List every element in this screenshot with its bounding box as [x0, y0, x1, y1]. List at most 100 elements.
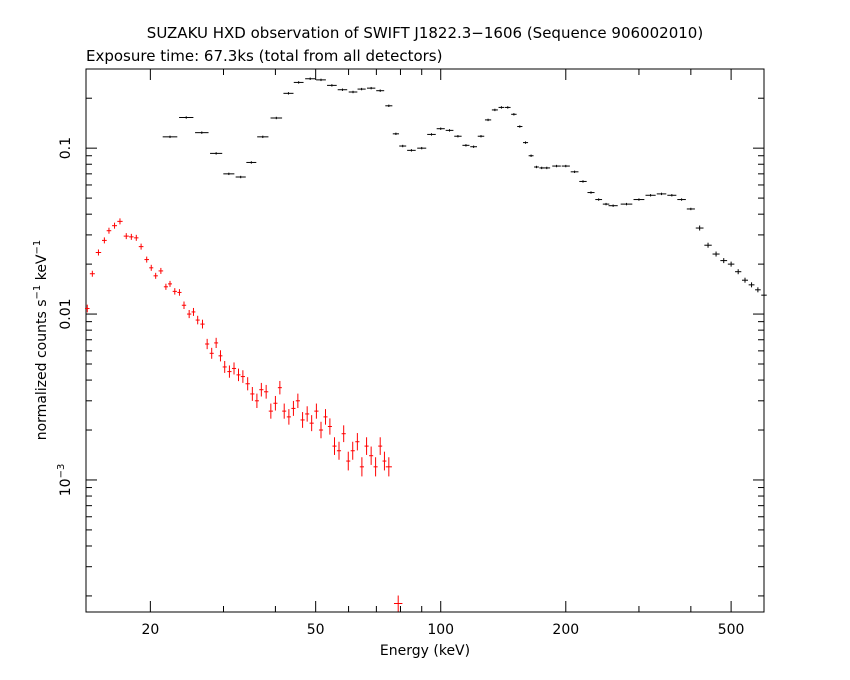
data-point — [250, 386, 255, 401]
y-tick-label-exp: −3 — [56, 464, 67, 479]
data-point — [323, 409, 328, 425]
data-point — [337, 88, 348, 91]
data-point — [346, 451, 351, 471]
data-point — [357, 87, 366, 91]
data-point — [704, 242, 712, 248]
data-point — [741, 277, 748, 283]
x-axis-label: Energy (keV) — [380, 643, 470, 659]
data-point — [259, 382, 264, 397]
y-tick-label-base: 10 — [58, 478, 74, 496]
data-point — [177, 289, 182, 296]
data-point — [539, 166, 545, 170]
data-point — [376, 89, 385, 92]
chart-subtitle: Exposure time: 67.3ks (total from all de… — [86, 47, 442, 65]
data-point — [106, 227, 112, 234]
data-point — [257, 135, 269, 139]
data-point — [561, 164, 570, 168]
data-point — [454, 135, 462, 138]
data-point — [378, 437, 383, 455]
data-point — [264, 384, 269, 399]
series-1 — [85, 218, 403, 612]
data-point — [755, 287, 761, 293]
data-point — [570, 170, 579, 174]
data-point — [399, 144, 407, 148]
data-point — [227, 365, 232, 378]
data-point — [427, 133, 436, 136]
data-point — [282, 403, 287, 419]
data-point — [283, 92, 294, 95]
data-point — [277, 380, 282, 395]
data-series — [85, 77, 767, 612]
data-point — [364, 437, 369, 455]
data-point — [163, 283, 168, 290]
data-point — [314, 403, 319, 419]
data-point — [101, 237, 107, 244]
data-point — [498, 106, 505, 109]
data-point — [254, 393, 259, 408]
data-point — [89, 270, 95, 277]
axis-ticks — [86, 69, 765, 612]
data-point — [332, 437, 337, 455]
data-point — [382, 451, 387, 471]
plot-frame — [85, 68, 765, 613]
data-point — [608, 204, 618, 207]
data-point — [209, 347, 214, 359]
data-point — [270, 116, 283, 120]
data-point — [246, 161, 257, 164]
data-point — [359, 457, 364, 477]
data-point — [191, 307, 196, 316]
y-axis-label-exp1: −1 — [32, 285, 43, 300]
data-point — [528, 154, 534, 157]
data-point — [162, 135, 178, 139]
data-point — [667, 194, 677, 197]
data-point — [293, 81, 304, 84]
data-point — [205, 338, 210, 350]
data-point — [231, 362, 237, 375]
data-point — [602, 202, 610, 206]
data-point — [522, 141, 529, 144]
data-point — [445, 129, 454, 132]
data-point — [695, 225, 704, 231]
data-point — [552, 164, 561, 168]
data-point — [172, 288, 177, 295]
data-point — [295, 393, 300, 408]
data-point — [167, 280, 172, 287]
data-point — [543, 166, 551, 170]
data-point — [144, 256, 149, 263]
data-point — [245, 377, 250, 391]
data-point — [385, 104, 393, 108]
data-point — [195, 131, 209, 134]
data-point — [350, 441, 355, 460]
x-tick-label: 20 — [141, 622, 159, 638]
data-point — [223, 172, 235, 176]
data-point — [181, 301, 187, 309]
data-point — [393, 595, 403, 612]
data-point — [712, 251, 720, 257]
data-point — [407, 149, 416, 152]
y-tick-label: 0.01 — [58, 298, 74, 329]
data-point — [686, 207, 695, 211]
data-point — [504, 106, 511, 109]
data-point — [235, 175, 246, 179]
data-point — [534, 165, 539, 169]
tick-labels: 20 50 100 200 500 0.1 0.01 10−3 — [56, 137, 744, 638]
data-point — [268, 403, 273, 419]
data-point — [286, 409, 291, 425]
data-point — [748, 282, 755, 288]
data-point — [517, 125, 523, 128]
data-point — [727, 261, 735, 267]
data-point — [222, 360, 227, 373]
data-point — [470, 145, 478, 148]
data-point — [134, 234, 139, 241]
y-axis-label-exp2: −1 — [32, 240, 43, 255]
data-point — [677, 198, 686, 201]
data-point — [291, 400, 296, 416]
y-tick-label: 10−3 — [56, 464, 74, 497]
data-point — [309, 415, 314, 432]
data-point — [477, 135, 485, 138]
data-point — [366, 86, 376, 90]
data-point — [385, 457, 392, 477]
data-point — [187, 310, 192, 319]
data-point — [158, 267, 164, 274]
